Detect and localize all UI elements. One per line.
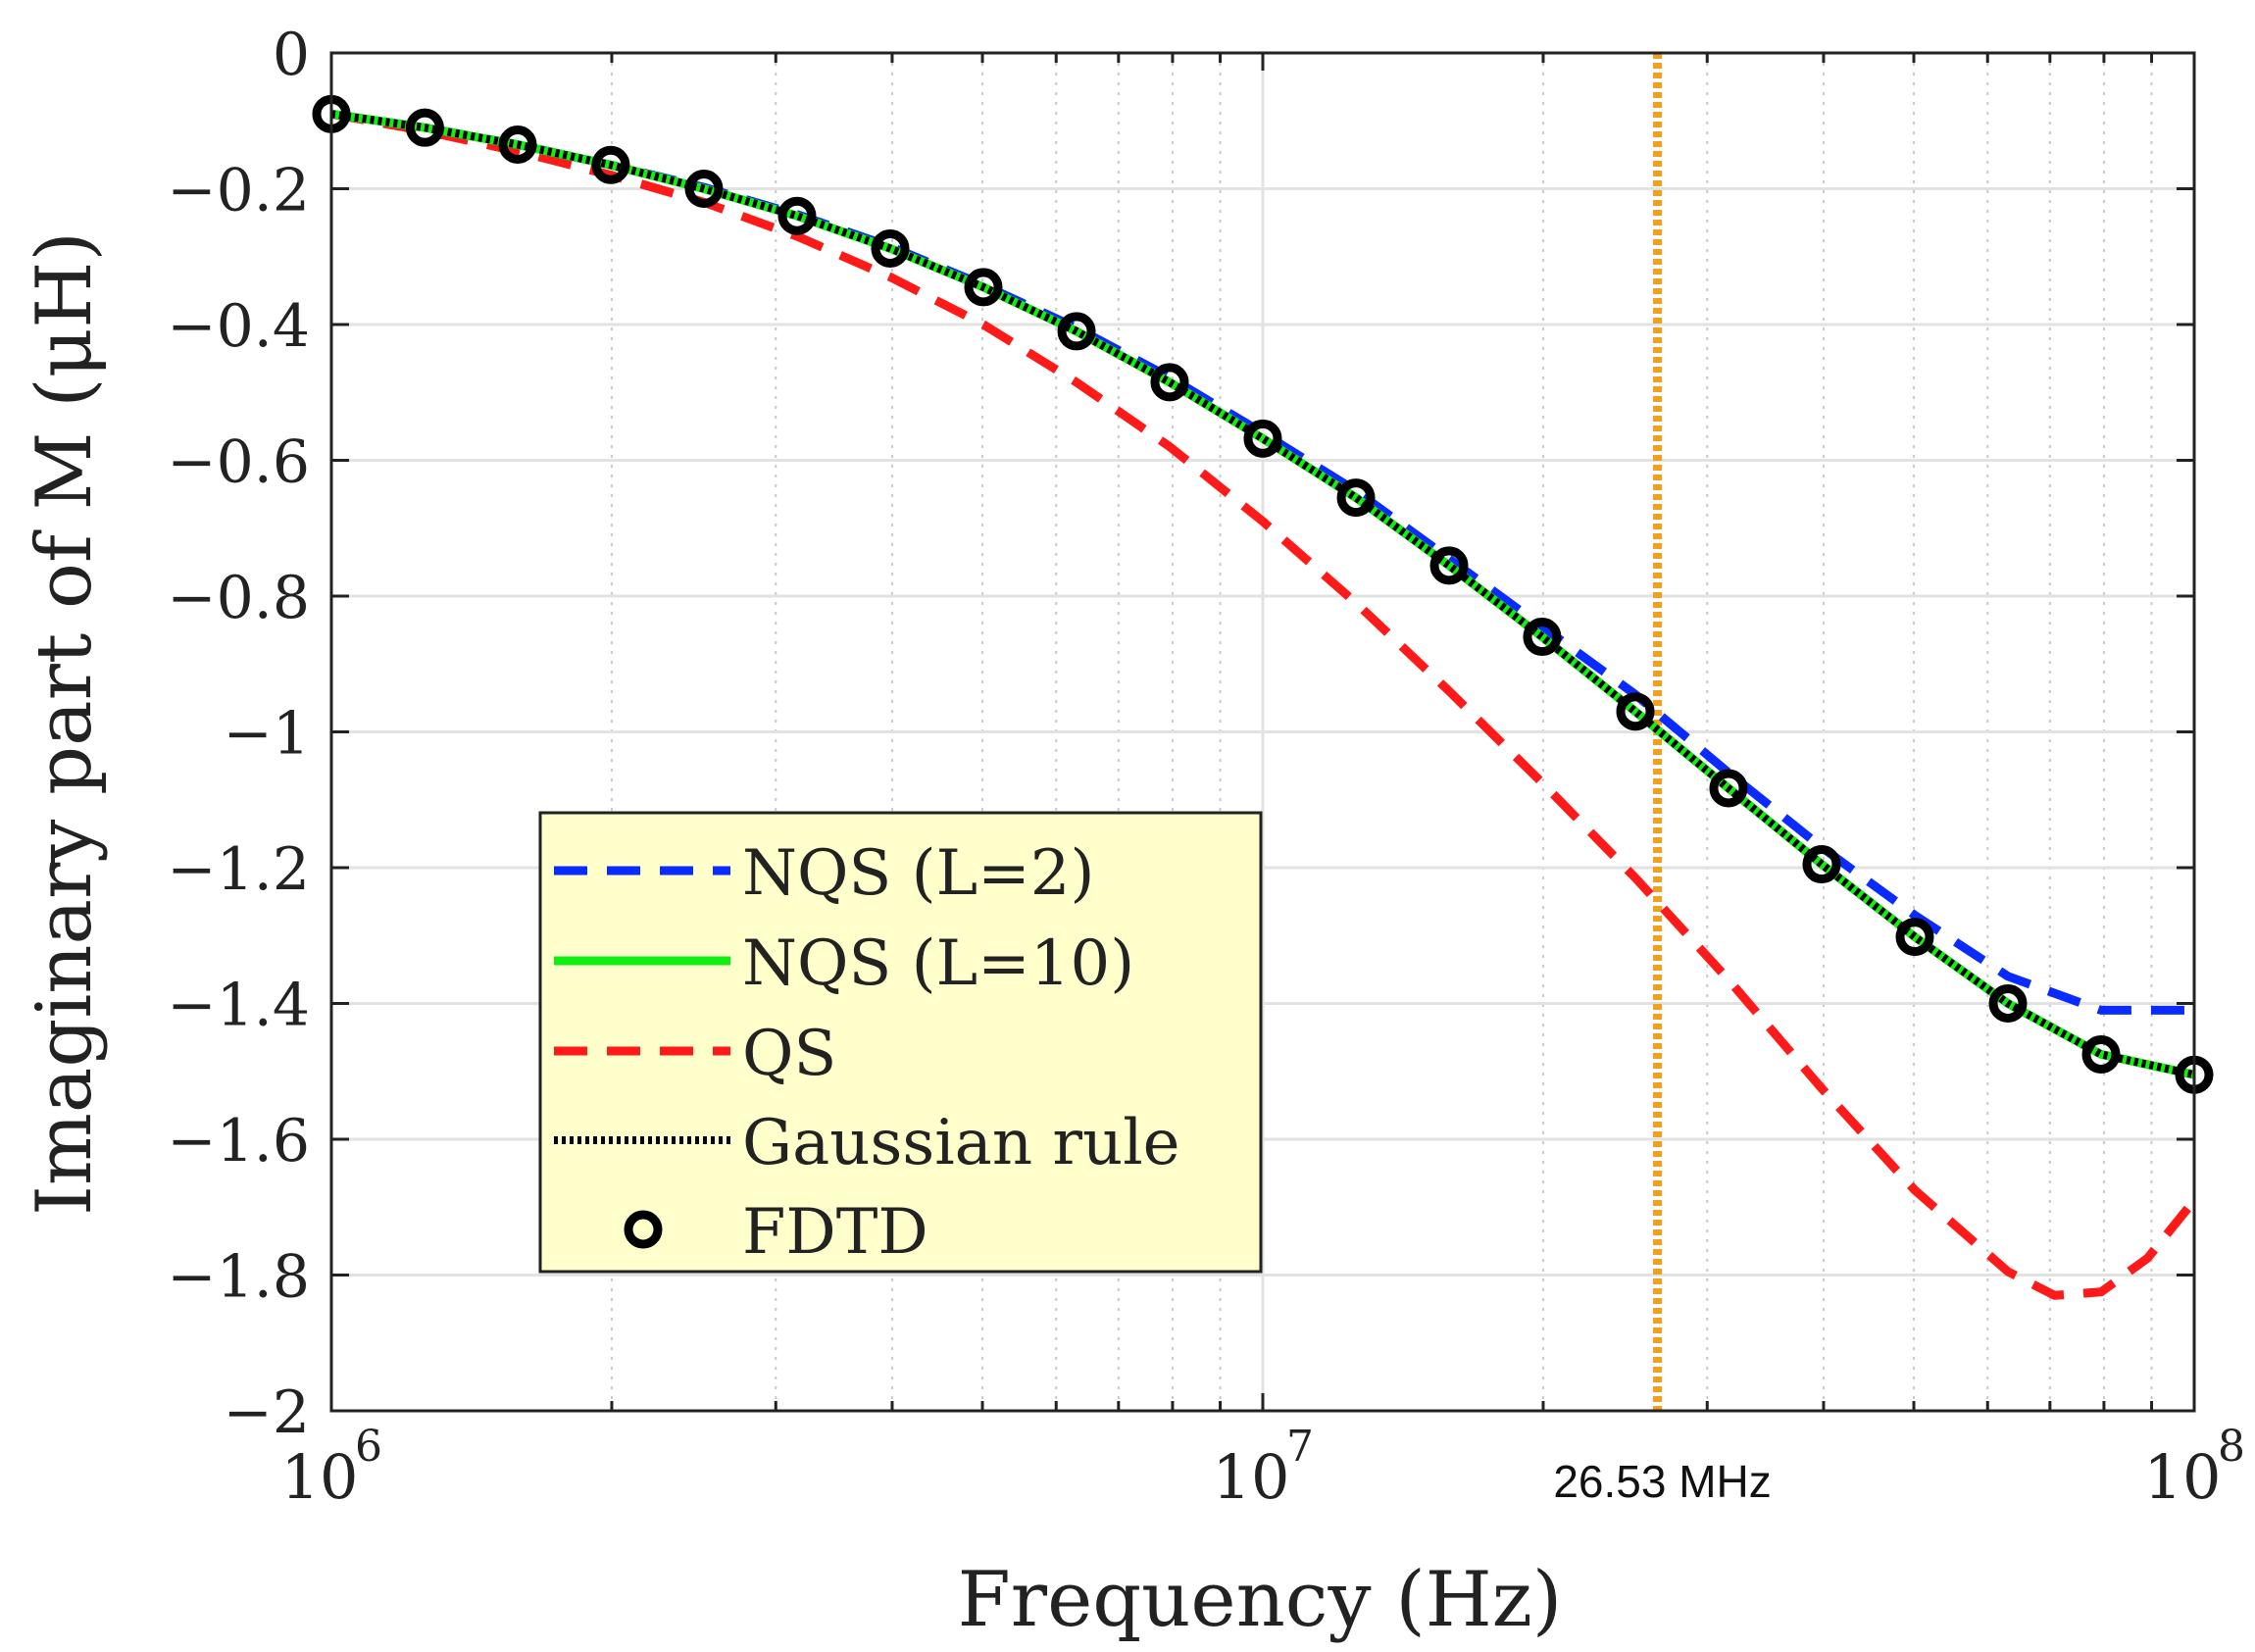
fdtd-marker (1057, 312, 1096, 351)
x-tick-base: 10 (1213, 1441, 1290, 1513)
series-line-qs (330, 109, 2198, 1300)
fdtd-marker (1802, 845, 1841, 884)
fdtd-marker (1243, 419, 1282, 458)
y-tick-label: −1.4 (167, 972, 310, 1040)
y-axis-label: Imaginary part of M (μH) (21, 231, 109, 1216)
series-line-gaussian-rule (330, 110, 2195, 1079)
fdtd-marker (591, 145, 630, 184)
x-tick-base: 10 (2144, 1441, 2222, 1513)
y-tick-label: −1.2 (167, 835, 310, 904)
fdtd-marker (777, 196, 817, 235)
x-axis-label: Frequency (Hz) (958, 1556, 1563, 1644)
legend-box (538, 811, 1263, 1274)
x-tick-exponent: 6 (355, 1422, 382, 1472)
legend-marker-fdtd (624, 1210, 663, 1249)
legend-label-nqs-l-10: NQS (L=10) (742, 927, 1134, 1000)
fdtd-marker (1709, 769, 1748, 808)
fdtd-marker (1429, 546, 1469, 585)
fdtd-marker (498, 125, 537, 164)
legend-label-nqs-l-2: NQS (L=2) (742, 837, 1094, 910)
fdtd-marker (1336, 478, 1376, 518)
fdtd-marker (1988, 984, 2028, 1023)
y-tick-label: −1 (224, 700, 310, 769)
y-tick-label: −0.8 (167, 564, 310, 632)
y-tick-label: −0.2 (167, 157, 310, 225)
y-tick-label: −0.6 (167, 428, 310, 497)
y-tick-label: 0 (273, 21, 310, 89)
legend-label-gaussian-rule: Gaussian rule (742, 1107, 1180, 1179)
reference-vline-label: 26.53 MHz (1553, 1456, 1771, 1507)
y-tick-label: −1.6 (167, 1107, 310, 1176)
fdtd-marker (1616, 692, 1655, 731)
x-tick-exponent: 7 (1286, 1422, 1314, 1472)
x-tick-label: 108 (2144, 1422, 2245, 1513)
x-tick-exponent: 8 (2218, 1422, 2245, 1472)
tick-labels: 0−0.2−0.4−0.6−0.8−1−1.2−1.4−1.6−1.8−2106… (167, 21, 2245, 1513)
legend-label-fdtd: FDTD (742, 1196, 928, 1269)
series-line-nqs-l-2 (330, 109, 2194, 1015)
y-tick-label: −0.4 (167, 292, 310, 361)
axes (329, 51, 2196, 1413)
fdtd-marker (405, 108, 444, 147)
fdtd-marker (871, 228, 910, 268)
legend: NQS (L=2) NQS (L=10) QS Gaussian rule FDTD (538, 811, 1263, 1274)
fdtd-marker (964, 268, 1003, 307)
x-tick-label: 106 (281, 1422, 382, 1513)
y-tick-label: −1.8 (167, 1243, 310, 1312)
fdtd-marker (1523, 618, 1562, 657)
fdtd-marker (1895, 918, 1934, 957)
x-tick-base: 10 (281, 1441, 359, 1513)
fdtd-marker (1150, 363, 1189, 402)
legend-label-qs: QS (742, 1018, 836, 1090)
y-tick-label: −2 (224, 1378, 310, 1447)
fdtd-marker (2081, 1034, 2121, 1074)
x-tick-label: 107 (1213, 1422, 1314, 1513)
fdtd-marker (684, 170, 724, 208)
series-group (312, 94, 2214, 1300)
